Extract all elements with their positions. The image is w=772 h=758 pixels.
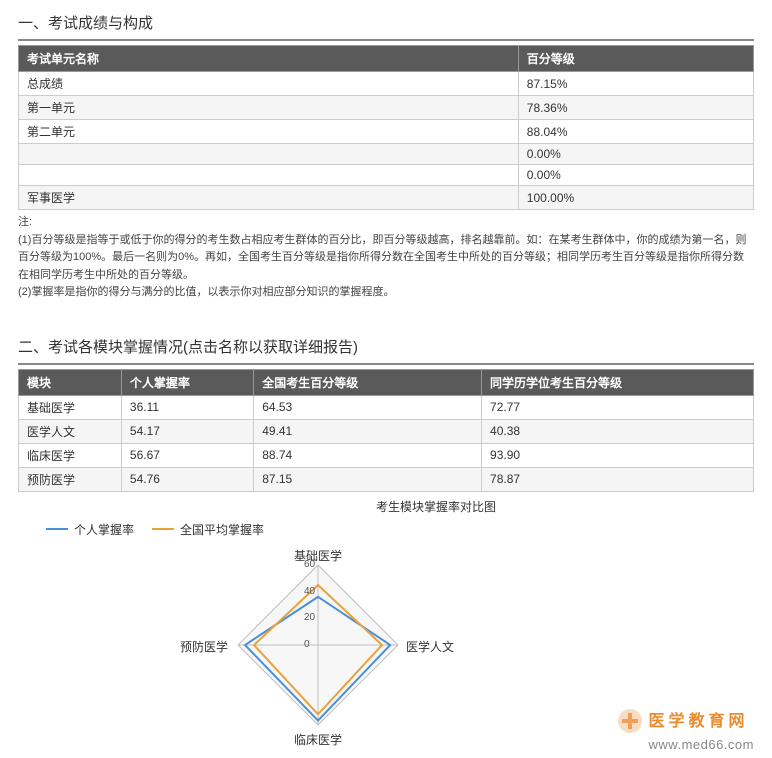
- module-table: 模块个人掌握率全国考生百分等级同学历学位考生百分等级 基础医学36.1164.5…: [18, 369, 754, 492]
- table-cell: 54.17: [121, 419, 253, 443]
- table-cell: 49.41: [254, 419, 482, 443]
- table-cell: 78.87: [482, 467, 754, 491]
- table-header: 模块: [19, 369, 122, 395]
- module-name-cell[interactable]: 医学人文: [19, 419, 122, 443]
- table-cell: 36.11: [121, 395, 253, 419]
- legend-item: 个人掌握率: [46, 521, 134, 538]
- logo-icon: [617, 708, 643, 737]
- tick-label: 0: [304, 639, 310, 650]
- axis-label: 基础医学: [294, 547, 342, 564]
- module-name-cell[interactable]: 基础医学: [19, 395, 122, 419]
- table-cell: 72.77: [482, 395, 754, 419]
- section1-title: 一、考试成绩与构成: [18, 12, 754, 41]
- legend-label: 个人掌握率: [74, 521, 134, 538]
- score-table: 考试单元名称百分等级 总成绩87.15%第一单元78.36%第二单元88.04%…: [18, 45, 754, 210]
- table-row: 临床医学56.6788.7493.90: [19, 443, 754, 467]
- table-cell: 军事医学: [19, 186, 519, 210]
- note-2: (2)掌握率是指你的得分与满分的比值，以表示你对相应部分知识的掌握程度。: [18, 284, 754, 302]
- note-1: (1)百分等级是指等于或低于你的得分的考生数占相应考生群体的百分比，即百分等级越…: [18, 232, 754, 285]
- table-cell: 54.76: [121, 467, 253, 491]
- table-row: 军事医学100.00%: [19, 186, 754, 210]
- section2-title: 二、考试各模块掌握情况(点击名称以获取详细报告): [18, 336, 754, 365]
- chart-legend: 个人掌握率 全国平均掌握率: [46, 521, 754, 538]
- table-row: 基础医学36.1164.5372.77: [19, 395, 754, 419]
- watermark-text-2: www.med66.com: [649, 737, 754, 752]
- table-row: 预防医学54.7687.1578.87: [19, 467, 754, 491]
- axis-label: 临床医学: [294, 731, 342, 748]
- table-row: 医学人文54.1749.4140.38: [19, 419, 754, 443]
- table-cell: [19, 165, 519, 186]
- table-header: 考试单元名称: [19, 46, 519, 72]
- watermark-text-1: 医学教育网: [649, 713, 749, 730]
- table-row: 第二单元88.04%: [19, 120, 754, 144]
- radar-chart: 0204060基础医学医学人文临床医学预防医学: [138, 540, 518, 750]
- table-cell: 87.15: [254, 467, 482, 491]
- table-header: 全国考生百分等级: [254, 369, 482, 395]
- table-cell: 0.00%: [518, 144, 753, 165]
- tick-label: 40: [304, 586, 315, 597]
- module-name-cell[interactable]: 临床医学: [19, 443, 122, 467]
- table-cell: 第一单元: [19, 96, 519, 120]
- table-header: 同学历学位考生百分等级: [482, 369, 754, 395]
- axis-label: 预防医学: [180, 638, 228, 655]
- table-cell: 总成绩: [19, 72, 519, 96]
- watermark: 医学教育网 www.med66.com: [617, 707, 754, 752]
- table-cell: 88.04%: [518, 120, 753, 144]
- table-row: 0.00%: [19, 144, 754, 165]
- tick-label: 20: [304, 612, 315, 623]
- table-header: 百分等级: [518, 46, 753, 72]
- legend-item: 全国平均掌握率: [152, 521, 264, 538]
- table-header: 个人掌握率: [121, 369, 253, 395]
- table-cell: 93.90: [482, 443, 754, 467]
- table-cell: 第二单元: [19, 120, 519, 144]
- legend-swatch: [46, 528, 68, 530]
- notes-label: 注:: [18, 214, 754, 232]
- table-cell: [19, 144, 519, 165]
- table-cell: 56.67: [121, 443, 253, 467]
- table-cell: 87.15%: [518, 72, 753, 96]
- legend-swatch: [152, 528, 174, 530]
- chart-title: 考生模块掌握率对比图: [118, 498, 754, 515]
- table-cell: 40.38: [482, 419, 754, 443]
- table-cell: 100.00%: [518, 186, 753, 210]
- axis-label: 医学人文: [406, 638, 454, 655]
- notes-block: 注: (1)百分等级是指等于或低于你的得分的考生数占相应考生群体的百分比，即百分…: [18, 214, 754, 302]
- table-row: 总成绩87.15%: [19, 72, 754, 96]
- table-cell: 64.53: [254, 395, 482, 419]
- legend-label: 全国平均掌握率: [180, 521, 264, 538]
- table-cell: 88.74: [254, 443, 482, 467]
- table-row: 0.00%: [19, 165, 754, 186]
- module-name-cell[interactable]: 预防医学: [19, 467, 122, 491]
- table-row: 第一单元78.36%: [19, 96, 754, 120]
- table-cell: 78.36%: [518, 96, 753, 120]
- table-cell: 0.00%: [518, 165, 753, 186]
